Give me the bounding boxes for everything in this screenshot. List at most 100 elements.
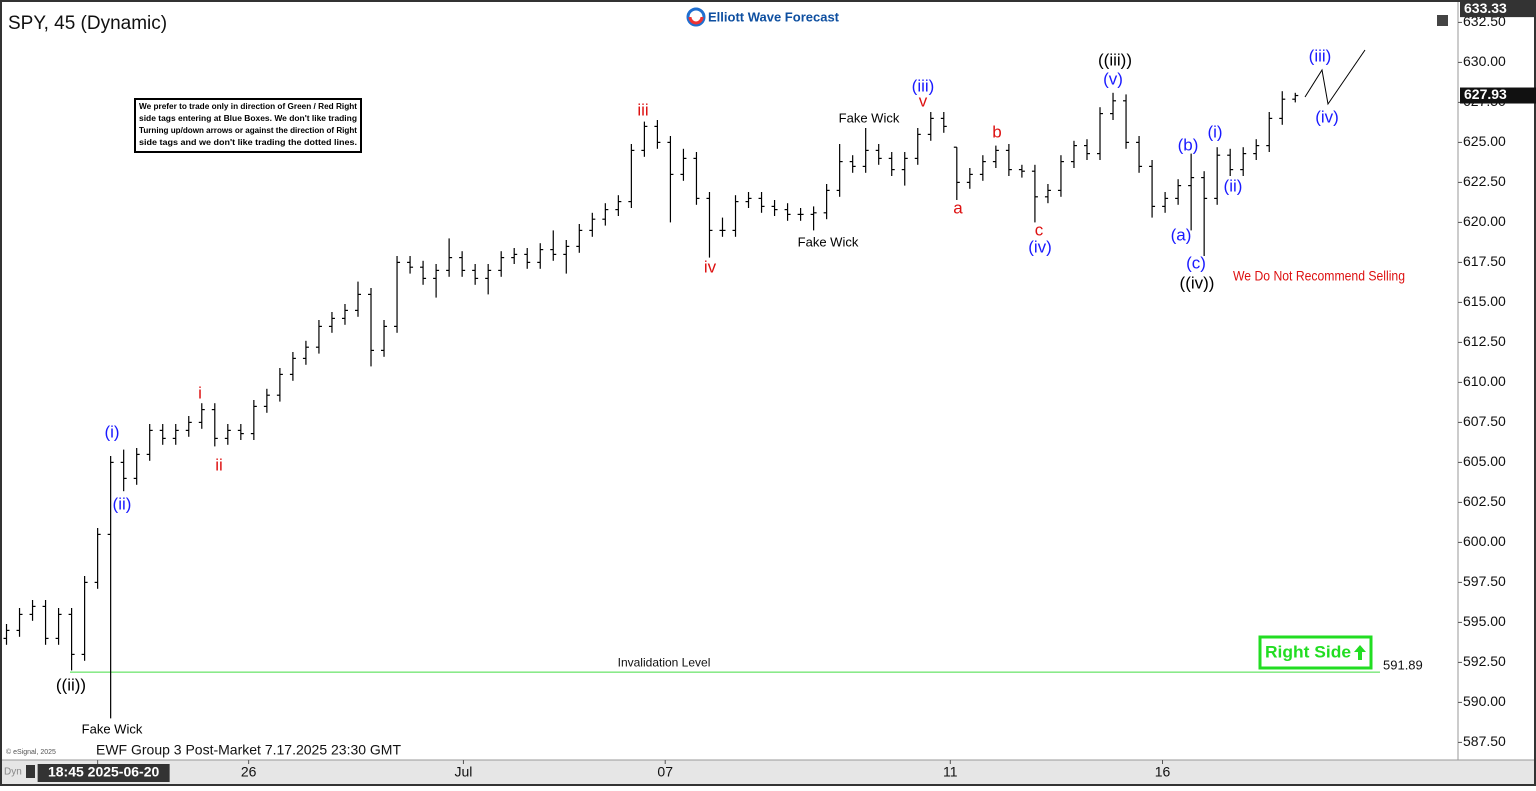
x-tick-label: 07 xyxy=(657,764,673,780)
wave-label: (ii) xyxy=(113,494,132,513)
ohlc-bar xyxy=(836,144,843,197)
last-price: 627.93 xyxy=(1464,86,1507,102)
ohlc-bar xyxy=(133,448,140,485)
ohlc-bar xyxy=(381,320,388,357)
ohlc-bar xyxy=(107,456,114,719)
ohlc-bar xyxy=(706,192,713,258)
x-tick-label: 16 xyxy=(1155,764,1171,780)
wave-label: iii xyxy=(637,100,648,119)
ohlc-bar xyxy=(1266,112,1273,152)
ohlc-bar xyxy=(654,120,661,149)
ohlc-bar xyxy=(979,155,986,181)
invalidation-label: Invalidation Level xyxy=(618,655,711,669)
wave-label: (c) xyxy=(1186,253,1206,272)
ohlc-bar xyxy=(433,264,440,298)
copyright: © eSignal, 2025 xyxy=(6,748,56,756)
ohlc-bar xyxy=(992,145,999,168)
ohlc-bar xyxy=(745,192,752,208)
ohlc-bar xyxy=(29,600,36,621)
ohlc-bar xyxy=(771,200,778,216)
ohlc-bar xyxy=(875,144,882,165)
y-tick-label: 602.50 xyxy=(1463,493,1506,509)
wave-label: ii xyxy=(215,455,223,474)
ohlc-bar xyxy=(1279,91,1286,125)
y-tick-label: 620.00 xyxy=(1463,213,1506,229)
brand-logo xyxy=(686,7,706,27)
brand: Elliott Wave Forecast xyxy=(708,9,840,24)
y-tick-label: 630.00 xyxy=(1463,53,1506,69)
ohlc-bar xyxy=(276,368,283,402)
wave-label: v xyxy=(919,91,928,110)
ohlc-bar xyxy=(810,206,817,231)
ohlc-bar xyxy=(250,400,257,440)
y-tick-label: 615.00 xyxy=(1463,293,1506,309)
note-line: side tags entering at Blue Boxes. We don… xyxy=(139,114,357,123)
ohlc-bar xyxy=(407,256,414,274)
ohlc-bar xyxy=(732,195,739,237)
y-tick-label: 622.50 xyxy=(1463,173,1506,189)
time-axis xyxy=(0,760,1536,786)
ohlc-bar xyxy=(719,217,726,237)
ohlc-bar xyxy=(1149,160,1156,218)
note-box xyxy=(134,98,362,153)
wave-label: (i) xyxy=(104,422,119,441)
y-tick-label: 607.50 xyxy=(1463,413,1506,429)
time-box xyxy=(37,764,170,782)
brand-logo xyxy=(688,16,704,25)
wave-label: i xyxy=(198,383,202,402)
top-price: 633.33 xyxy=(1464,0,1507,16)
ohlc-bar xyxy=(537,243,544,269)
invalidation-value: 591.89 xyxy=(1383,658,1423,673)
y-tick-label: 612.50 xyxy=(1463,333,1506,349)
ohlc-bar xyxy=(615,195,622,216)
ohlc-bar xyxy=(862,128,869,173)
price-axis xyxy=(1458,0,1536,760)
price-box xyxy=(1460,87,1536,104)
ohlc-bar xyxy=(237,424,244,440)
ohlc-bar xyxy=(498,251,505,277)
ohlc-bar xyxy=(185,416,192,437)
ohlc-bar xyxy=(94,528,101,589)
wave-label: Fake Wick xyxy=(82,721,143,736)
ohlc-bar xyxy=(159,424,166,445)
wave-label: ((iii)) xyxy=(1098,50,1132,69)
y-tick-label: 592.50 xyxy=(1463,653,1506,669)
ohlc-bar xyxy=(1162,192,1169,213)
ohlc-bar xyxy=(420,260,427,285)
ohlc-bar xyxy=(3,624,10,645)
ohlc-bar xyxy=(641,121,648,157)
ohlc-bar xyxy=(849,155,856,173)
y-tick-label: 617.50 xyxy=(1463,253,1506,269)
ohlc-bar xyxy=(354,281,361,317)
y-tick-label: 590.00 xyxy=(1463,693,1506,709)
wave-label: (ii) xyxy=(1224,176,1243,195)
price-box xyxy=(1460,1,1536,18)
ohlc-bar xyxy=(693,152,700,205)
ohlc-bar xyxy=(1292,92,1299,103)
ohlc-bar xyxy=(446,238,453,277)
ohlc-bar xyxy=(589,212,596,237)
ohlc-bar xyxy=(797,208,804,221)
icon xyxy=(1437,15,1448,26)
ohlc-bar xyxy=(758,192,765,213)
ohlc-bar xyxy=(1201,171,1208,256)
ohlc-bar xyxy=(1253,139,1260,160)
wave-label: (a) xyxy=(1171,225,1192,244)
ohlc-bar xyxy=(1136,136,1143,173)
ohlc-bar xyxy=(550,230,557,261)
ohlc-bar xyxy=(1123,94,1130,149)
wave-label: (v) xyxy=(1103,69,1123,88)
ohlc-bar xyxy=(68,608,75,671)
warning: We Do Not Recommend Selling xyxy=(1233,268,1405,284)
ohlc-bar xyxy=(1057,155,1064,197)
ohlc-bar xyxy=(16,608,23,637)
ohlc-bar xyxy=(966,168,973,189)
y-tick-label: 587.50 xyxy=(1463,733,1506,749)
ohlc-bar xyxy=(224,424,231,445)
wave-label: (iii) xyxy=(1309,46,1332,65)
ohlc-bar xyxy=(1031,164,1038,223)
ohlc-bar xyxy=(328,312,335,333)
ohlc-bar xyxy=(1214,147,1221,205)
ohlc-bar xyxy=(341,304,348,325)
ohlc-bar xyxy=(302,340,309,365)
